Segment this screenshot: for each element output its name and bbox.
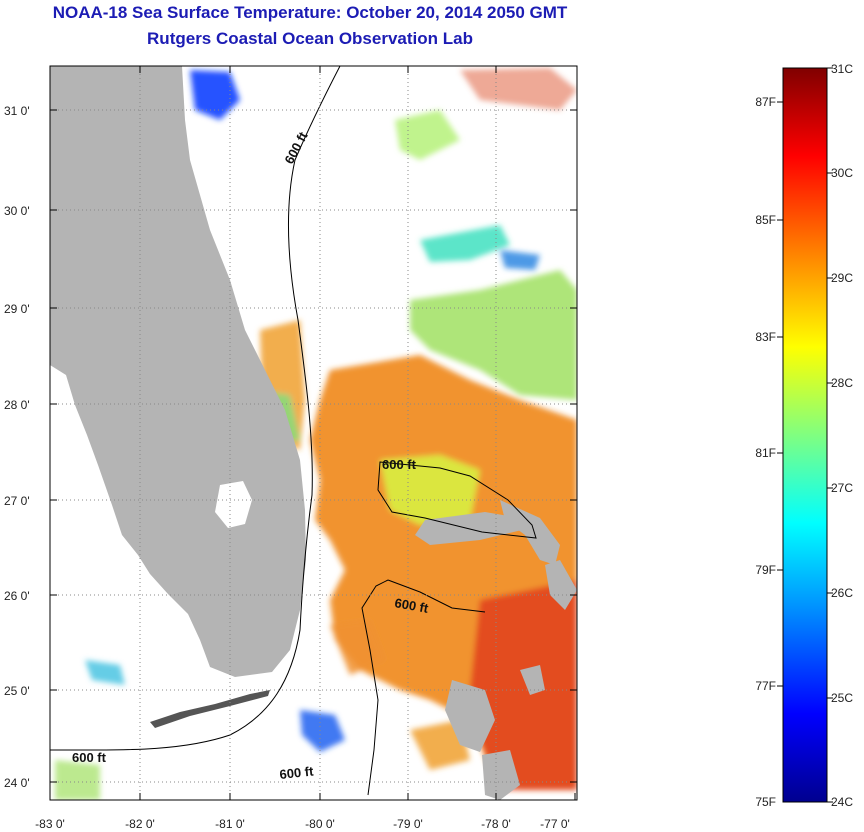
lon-label-81: -81 0' bbox=[215, 817, 245, 831]
cb-label-77f: 77F bbox=[755, 679, 776, 693]
cb-label-27c: 27C bbox=[831, 481, 854, 495]
colorbar bbox=[782, 67, 828, 803]
contour-label-south: 600 ft bbox=[279, 763, 315, 782]
andros-island bbox=[445, 680, 495, 752]
abaco-island bbox=[500, 500, 560, 565]
lat-label-27: 27 0' bbox=[4, 494, 30, 508]
sst-patch-blue-keys bbox=[300, 710, 345, 752]
map-border bbox=[49, 65, 578, 801]
sst-patch-green-ne bbox=[410, 270, 577, 400]
cb-label-25c: 25C bbox=[831, 691, 854, 705]
cb-label-31c: 31C bbox=[831, 62, 854, 76]
sst-patch-cyan-mid bbox=[420, 225, 510, 262]
contour-label-little-bahama: 600 ft bbox=[382, 457, 417, 472]
lake-okeechobee bbox=[215, 481, 252, 528]
sst-cold-patches bbox=[55, 70, 540, 800]
lon-label-79: -79 0' bbox=[393, 817, 423, 831]
cb-label-79f: 79F bbox=[755, 563, 776, 577]
lon-label-83: -83 0' bbox=[35, 817, 65, 831]
cb-label-30c: 30C bbox=[831, 166, 854, 180]
sst-patch-orange-keys bbox=[330, 620, 385, 675]
sst-patch-blue-north bbox=[190, 70, 240, 120]
lat-labels: 31 0' 30 0' 29 0' 28 0' 27 0' 26 0' 25 0… bbox=[4, 104, 30, 790]
lat-label-24: 24 0' bbox=[4, 776, 30, 790]
lat-label-25: 25 0' bbox=[4, 684, 30, 698]
cb-label-75f: 75F bbox=[755, 795, 776, 809]
lon-label-78: -78 0' bbox=[481, 817, 511, 831]
map-title: NOAA-18 Sea Surface Temperature: October… bbox=[52, 3, 568, 22]
contour-label-southwest: 600 ft bbox=[72, 750, 107, 765]
lon-label-80: -80 0' bbox=[305, 817, 335, 831]
sst-patch-green-sw bbox=[55, 760, 100, 800]
sst-patch-green-north bbox=[395, 110, 460, 160]
cb-label-29c: 29C bbox=[831, 271, 854, 285]
cb-label-28c: 28C bbox=[831, 376, 854, 390]
lat-label-29: 29 0' bbox=[4, 302, 30, 316]
contour-label-great-bahama: 600 ft bbox=[393, 595, 430, 616]
isobath-little-bahama-bank bbox=[377, 461, 537, 539]
cb-label-81f: 81F bbox=[755, 446, 776, 460]
colorbar-ticks bbox=[777, 67, 833, 803]
sst-patch-cyan-east bbox=[500, 250, 540, 270]
sst-patches bbox=[255, 68, 577, 790]
lat-label-26: 26 0' bbox=[4, 589, 30, 603]
sst-patch-red-south bbox=[470, 580, 577, 790]
berry-islands bbox=[520, 665, 545, 695]
cb-label-24c: 24C bbox=[831, 795, 854, 809]
cb-label-26c: 26C bbox=[831, 586, 854, 600]
cb-label-87f: 87F bbox=[755, 95, 776, 109]
axis-ticks bbox=[49, 66, 577, 800]
lon-label-77: -77 0' bbox=[540, 817, 570, 831]
cb-label-85f: 85F bbox=[755, 213, 776, 227]
lat-label-30: 30 0' bbox=[4, 204, 30, 218]
andros-island-south bbox=[482, 750, 520, 800]
lon-labels: -83 0' -82 0' -81 0' -80 0' -79 0' -78 0… bbox=[35, 817, 570, 831]
cb-label-83f: 83F bbox=[755, 330, 776, 344]
sst-patch-cyan-sw bbox=[85, 660, 125, 685]
lat-label-31: 31 0' bbox=[4, 104, 30, 118]
eleuthera-island bbox=[545, 560, 577, 610]
florida-keys bbox=[150, 690, 270, 728]
title-block: NOAA-18 Sea Surface Temperature: October… bbox=[0, 0, 620, 52]
map-subtitle: Rutgers Coastal Ocean Observation Lab bbox=[147, 29, 473, 48]
sst-patch-red-ne bbox=[460, 68, 577, 110]
lat-label-28: 28 0' bbox=[4, 398, 30, 412]
isobath-great-bahama-bank-east bbox=[387, 579, 486, 613]
lon-label-82: -82 0' bbox=[125, 817, 155, 831]
isobath-contours bbox=[50, 66, 537, 796]
map-content bbox=[50, 66, 577, 800]
isobath-great-bahama-bank bbox=[361, 579, 389, 796]
isobath-florida-shelf bbox=[50, 66, 341, 751]
